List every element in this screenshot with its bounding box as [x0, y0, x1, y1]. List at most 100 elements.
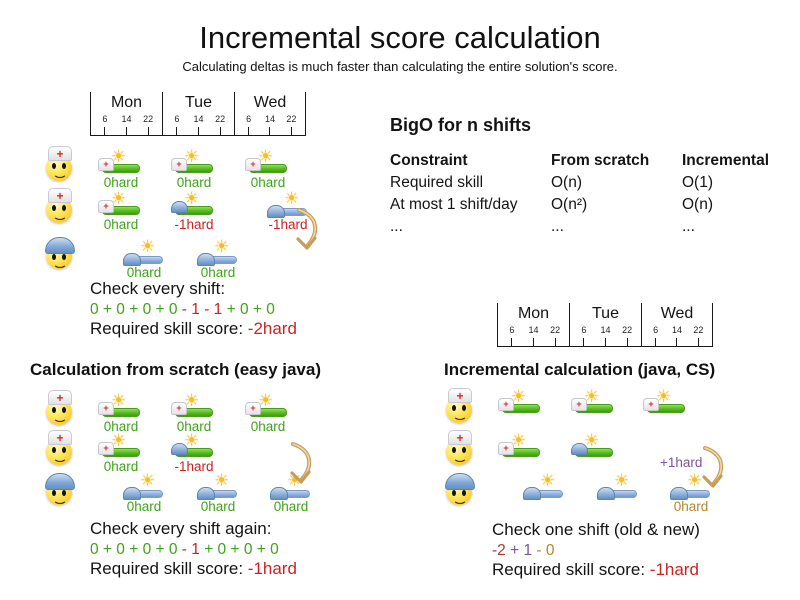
shift-score-label: -1hard	[268, 217, 308, 232]
shift-icon: ☀ 0hard	[123, 239, 165, 280]
timeline-day-wed: Wed 6 14 22	[234, 92, 306, 135]
sun-icon: ☀	[584, 387, 600, 407]
day-label: Wed	[660, 305, 694, 322]
day-label: Tue	[185, 94, 212, 111]
red-cross-icon: +	[56, 146, 64, 161]
check-line: Check every shift:	[90, 279, 226, 298]
nurse-cap-icon: +	[643, 398, 659, 411]
score-line: Required skill score: -1hard	[90, 559, 297, 578]
score-formula: -2 + 1 - 0	[492, 542, 555, 559]
eye	[52, 490, 56, 496]
bigo-cell: O(n)	[682, 196, 713, 213]
nurse-avatar: +	[45, 430, 75, 468]
bigo-cell: ...	[551, 218, 564, 235]
timeline-day-wed: Wed 6 14 22	[641, 303, 713, 346]
section-heading-scratch: Calculation from scratch (easy java)	[30, 360, 322, 379]
nurse-cap-icon: +	[48, 430, 72, 445]
mouth	[53, 451, 67, 462]
helmet-icon	[523, 487, 541, 500]
helmet-icon	[267, 205, 285, 218]
tick-marks	[91, 127, 162, 135]
nurse-cap-icon: +	[448, 388, 472, 403]
bigo-cell: O(1)	[682, 174, 713, 191]
eye	[462, 447, 466, 453]
shift-score-label: 0hard	[273, 499, 309, 514]
nurse-cap-icon: +	[98, 442, 114, 455]
shift-icon: ☀ 0hard	[197, 239, 239, 280]
eye	[452, 490, 456, 496]
nurse-cap-icon: +	[498, 442, 514, 455]
eye	[52, 163, 56, 169]
shift-icon: ☀ +0hard	[98, 433, 142, 474]
builder-avatar	[45, 470, 75, 508]
eye	[452, 405, 456, 411]
score-line: Required skill score: -2hard	[90, 319, 297, 338]
sun-icon: ☀	[258, 391, 274, 411]
bigo-col-header: Constraint	[390, 152, 468, 169]
nurse-cap-icon: +	[48, 188, 72, 203]
tick-marks	[498, 338, 569, 346]
sun-icon: ☀	[287, 471, 303, 491]
page-subtitle: Calculating deltas is much faster than c…	[182, 59, 618, 74]
shift-icon: ☀ +	[498, 433, 542, 473]
move-arrow-icon	[290, 442, 312, 484]
shift-score-label: -1hard	[174, 217, 214, 232]
sun-icon: ☀	[656, 387, 672, 407]
bigo-cell: At most 1 shift/day	[390, 196, 518, 213]
timeline-day-tue: Tue 6 14 22	[162, 92, 234, 135]
nurse-avatar: +	[445, 388, 475, 426]
eye	[62, 447, 66, 453]
mouth	[453, 451, 467, 462]
timeline-day-mon: Mon 6 14 22	[90, 92, 162, 135]
shift-score-label: 0hard	[103, 175, 139, 190]
shift-score-label: 0hard	[103, 459, 139, 474]
helmet-icon	[45, 237, 75, 254]
eye	[52, 447, 56, 453]
nurse-cap-icon: +	[48, 390, 72, 405]
sun-icon: ☀	[111, 147, 127, 167]
eye	[62, 205, 66, 211]
eye	[52, 205, 56, 211]
sun-icon: ☀	[140, 237, 156, 257]
nurse-cap-icon: +	[498, 398, 514, 411]
nurse-cap-icon: +	[98, 402, 114, 415]
tick-marks	[163, 127, 234, 135]
nurse-cap-icon: +	[171, 402, 187, 415]
sun-icon: ☀	[511, 431, 527, 451]
sun-icon: ☀	[511, 387, 527, 407]
day-label: Mon	[110, 94, 143, 111]
timeline-incremental: Mon 6 14 22 Tue 6 14 22 Wed 6 14 22	[497, 303, 713, 347]
sun-icon: ☀	[111, 189, 127, 209]
shift-icon: ☀ +0hard	[171, 393, 215, 434]
sun-icon: ☀	[140, 471, 156, 491]
helmet-icon	[123, 487, 141, 500]
shift-icon: ☀ -1hard	[171, 433, 215, 474]
shift-score-label: 0hard	[200, 499, 236, 514]
section-heading-incremental: Incremental calculation (java, CS)	[444, 360, 716, 379]
red-cross-icon: +	[456, 388, 464, 403]
shift-icon: ☀ +	[571, 389, 615, 429]
shift-score-label: 0hard	[103, 419, 139, 434]
mouth	[453, 409, 467, 420]
sun-icon: ☀	[214, 471, 230, 491]
bigo-cell: Required skill	[390, 174, 484, 191]
mouth	[53, 167, 67, 178]
nurse-avatar: +	[45, 146, 75, 184]
nurse-cap-icon: +	[98, 158, 114, 171]
nurse-cap-icon: +	[98, 200, 114, 213]
shift-icon: ☀	[523, 473, 565, 513]
shift-icon: ☀ +0hard	[245, 149, 289, 190]
tick-marks	[642, 338, 712, 346]
mouth	[53, 209, 67, 220]
shift-score-label: 0hard	[250, 175, 286, 190]
nurse-avatar: +	[445, 430, 475, 468]
shift-icon: ☀ -1hard	[267, 191, 309, 232]
nurse-cap-icon: +	[171, 158, 187, 171]
helmet-icon	[45, 473, 75, 490]
timeline-initial: Mon 6 14 22 Tue 6 14 22 Wed 6 14 22	[90, 92, 306, 136]
bigo-table: Constraint From scratch Incremental Requ…	[390, 150, 800, 238]
timeline-day-tue: Tue 6 14 22	[569, 303, 641, 346]
shift-score-label: 0hard	[176, 419, 212, 434]
shift-score-label: 0hard	[103, 217, 139, 232]
builder-avatar	[445, 470, 475, 508]
